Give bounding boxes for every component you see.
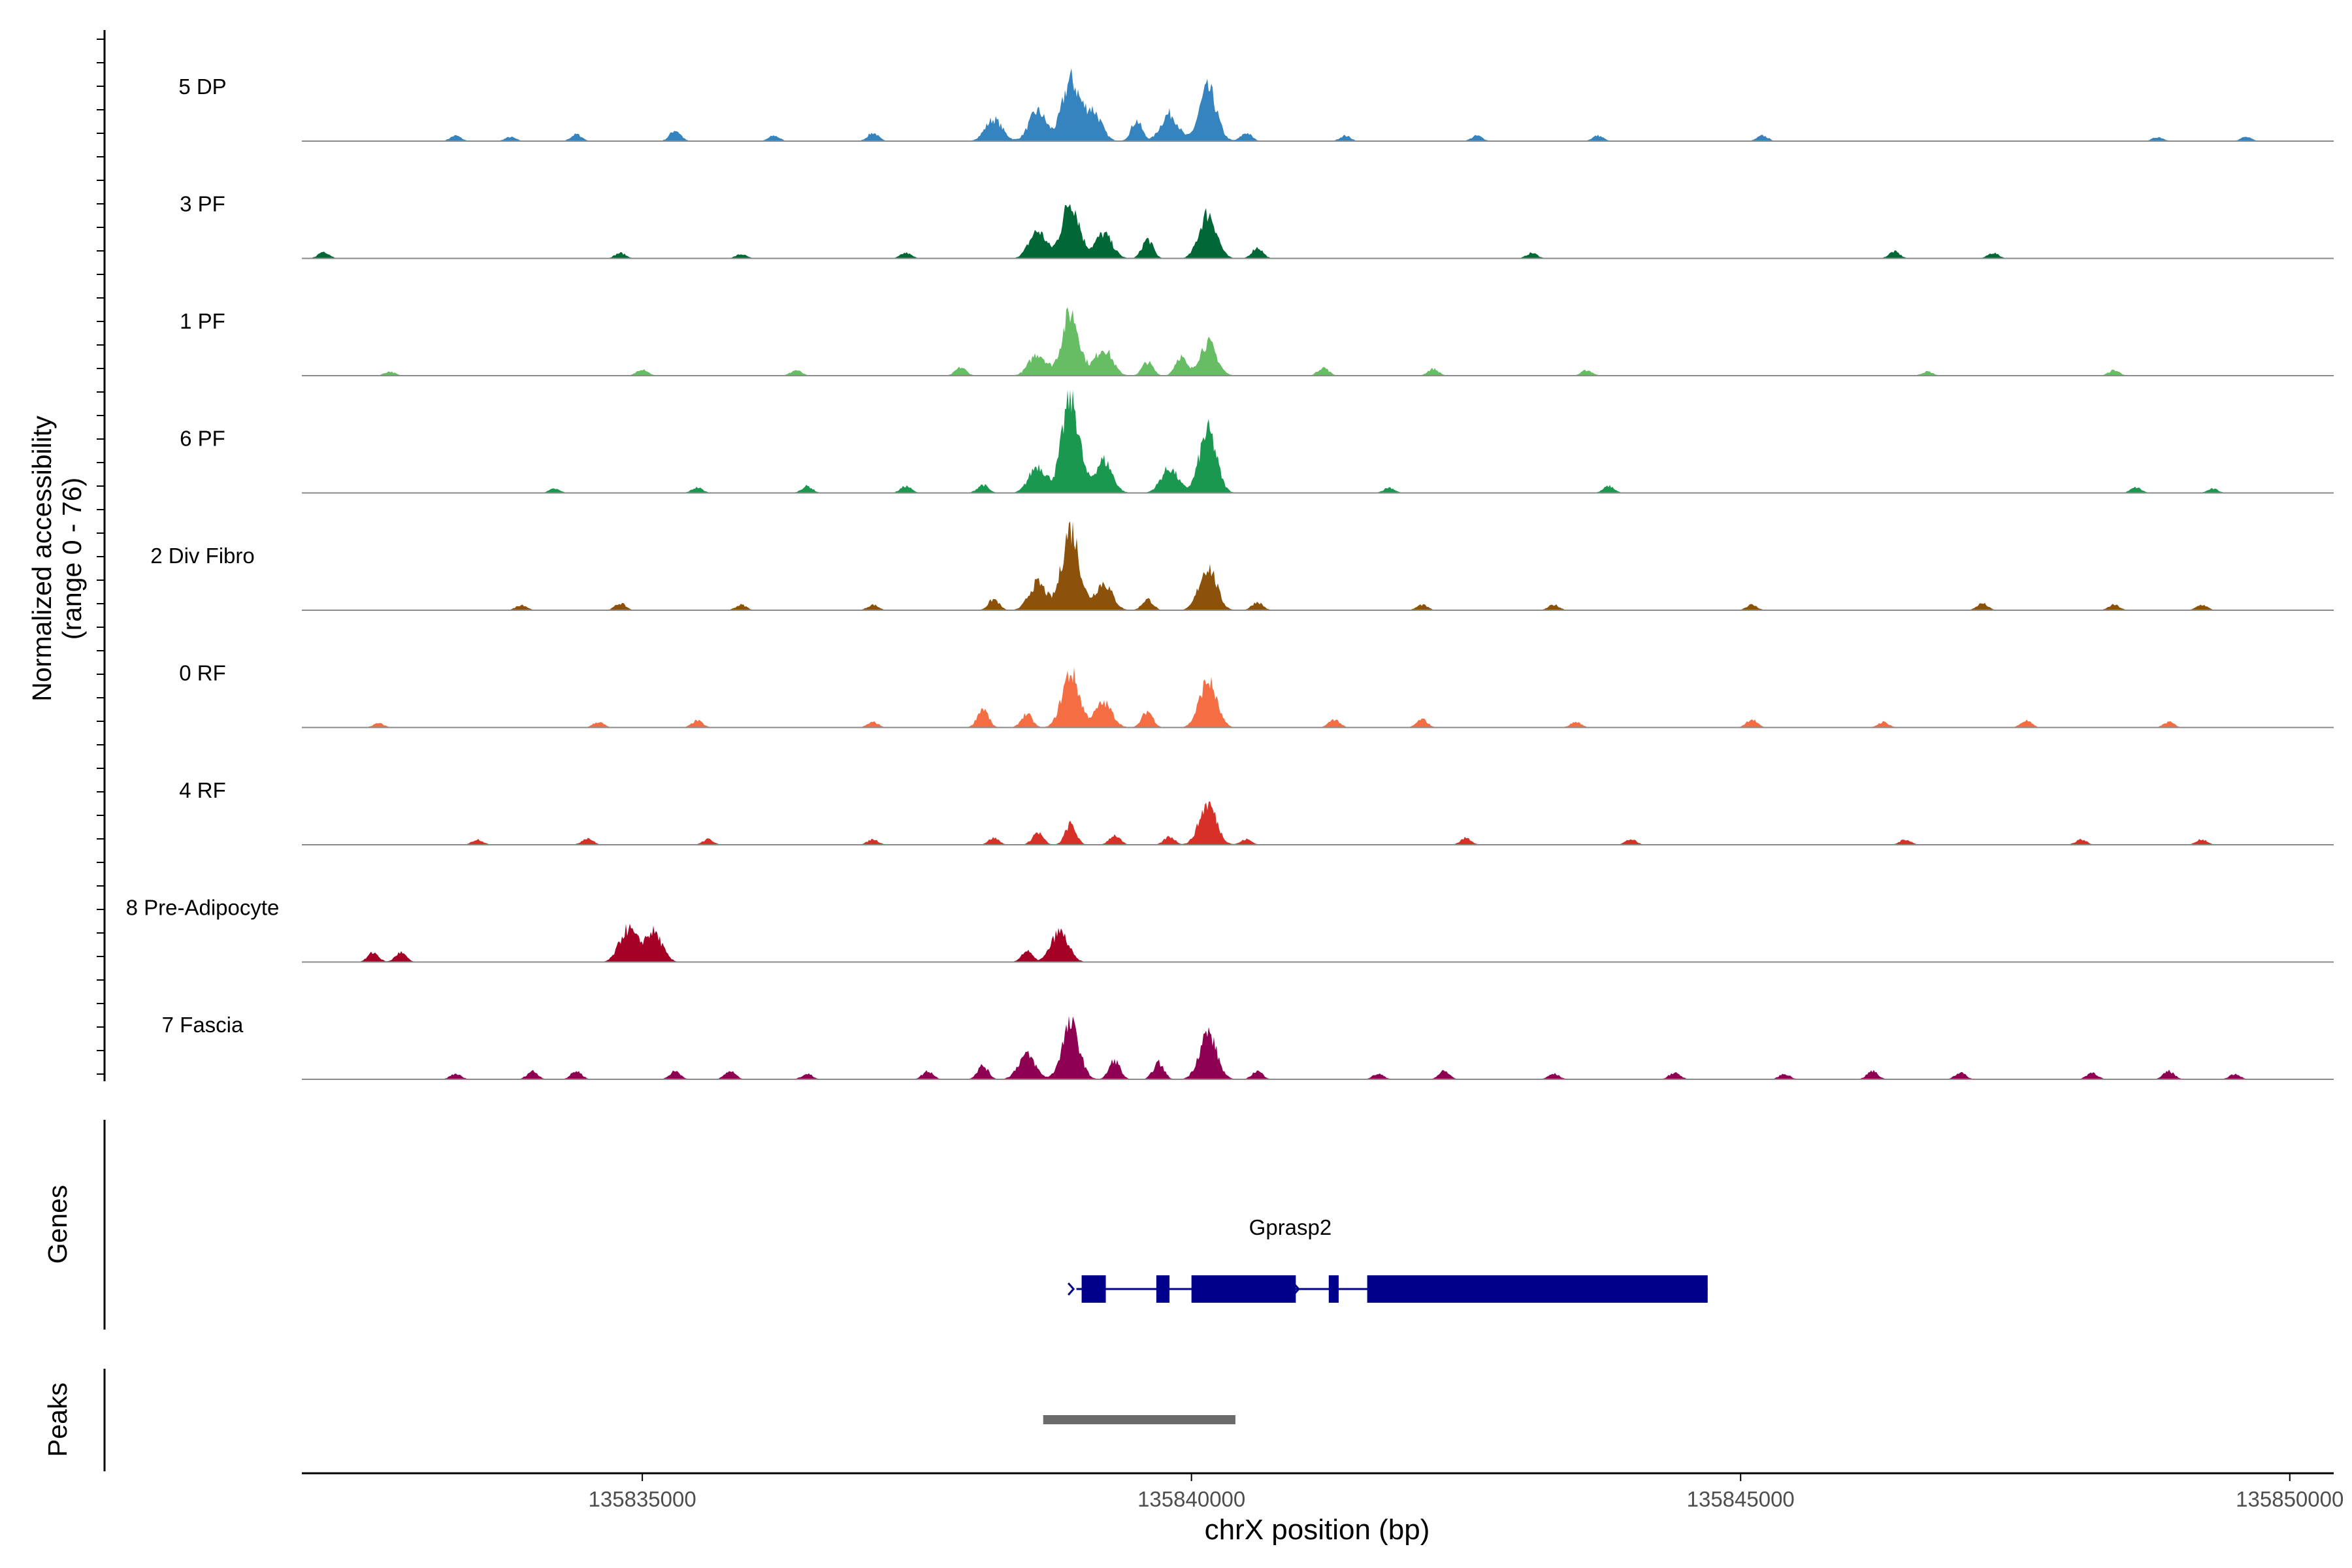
- genes-track-label: Genes: [42, 1185, 73, 1264]
- peak-regions: [1043, 1415, 1235, 1424]
- track-5-dp: 5 DP: [178, 68, 2334, 142]
- gene-exon: [1081, 1275, 1106, 1303]
- y-axis-title-line1: Normalized accessibility: [27, 416, 57, 702]
- x-tick-label: 135840000: [1137, 1487, 1245, 1511]
- track-label: 0 RF: [179, 661, 226, 685]
- strand-arrow: [1292, 1282, 1300, 1296]
- track-label: 5 DP: [178, 74, 226, 99]
- coverage-tracks: 5 DP 3 PF 1 PF 6 PF 2 Div Fibro 0 RF 4 RF 8 Pre…: [126, 68, 2334, 1080]
- track-3-pf: 3 PF: [180, 192, 2334, 259]
- track-label: 4 RF: [179, 778, 226, 802]
- track-label: 2 Div Fibro: [150, 544, 255, 568]
- track-8-pre-adipocyte: 8 Pre-Adipocyte: [126, 896, 2334, 963]
- gene-exon: [1156, 1275, 1170, 1303]
- track-0-rf: 0 RF: [179, 661, 2334, 728]
- strand-arrow: [1068, 1282, 1075, 1296]
- track-7-fascia: 7 Fascia: [162, 1013, 2334, 1080]
- x-tick-label: 135835000: [589, 1487, 696, 1511]
- track-2-div-fibro: 2 Div Fibro: [150, 521, 2334, 611]
- track-label: 6 PF: [180, 427, 225, 451]
- track-1-pf: 1 PF: [180, 307, 2334, 376]
- peak-region: [1043, 1415, 1235, 1424]
- track-6-pf: 6 PF: [180, 389, 2334, 494]
- x-tick-label: 135850000: [2236, 1487, 2344, 1511]
- gene-exon: [1328, 1275, 1339, 1303]
- track-4-rf: 4 RF: [179, 778, 2334, 845]
- gene-model: Gprasp2: [1068, 1215, 1708, 1303]
- x-tick-label: 135845000: [1687, 1487, 1795, 1511]
- gene-name-label: Gprasp2: [1249, 1215, 1332, 1239]
- track-label: 3 PF: [180, 192, 225, 216]
- gene-exon: [1191, 1275, 1296, 1303]
- x-axis-title: chrX position (bp): [1205, 1514, 1430, 1546]
- gene-exon: [1367, 1275, 1708, 1303]
- track-label: 1 PF: [180, 309, 225, 333]
- x-axis-ticks: 135835000 135840000 135845000 135850000: [589, 1473, 2344, 1511]
- track-label: 8 Pre-Adipocyte: [126, 896, 280, 920]
- track-label: 7 Fascia: [162, 1013, 244, 1037]
- coverage-y-ticks: [97, 39, 105, 1075]
- y-axis-title-line2: (range 0 - 76): [57, 478, 87, 640]
- peaks-track-label: Peaks: [42, 1382, 73, 1457]
